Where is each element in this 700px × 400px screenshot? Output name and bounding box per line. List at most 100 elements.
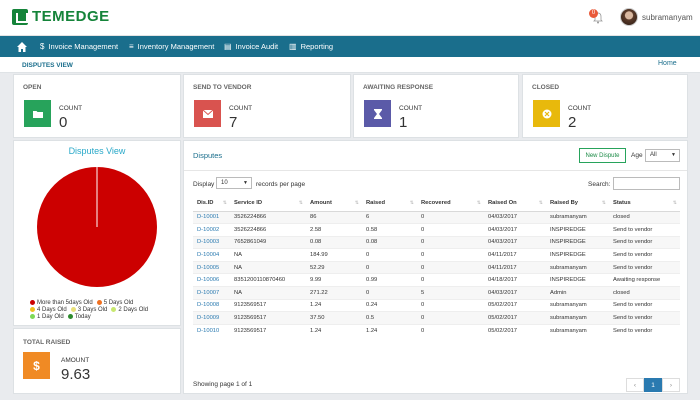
table-cell: 05/02/2017 bbox=[484, 298, 546, 312]
table-cell: 0 bbox=[417, 311, 484, 325]
table-cell: Send to vendor bbox=[609, 235, 680, 249]
legend-item[interactable]: Today bbox=[67, 314, 91, 320]
column-header[interactable]: Recovered ⇅ bbox=[417, 195, 484, 212]
table-cell: 04/03/2017 bbox=[484, 235, 546, 249]
stat-title: SEND TO VENDOR bbox=[193, 84, 252, 91]
table-cell: subramanyam bbox=[546, 323, 609, 337]
user-name[interactable]: subramanyam bbox=[642, 13, 693, 22]
sort-icon: ⇅ bbox=[538, 200, 543, 206]
home-icon[interactable] bbox=[16, 40, 28, 52]
table-cell: 0 bbox=[362, 286, 417, 300]
page-1-button[interactable]: 1 bbox=[644, 378, 662, 392]
table-cell: 7652861049 bbox=[230, 235, 306, 249]
table-cell: INSPIREDGE bbox=[546, 223, 609, 237]
nav-inventory-management[interactable]: ≡ Inventory Management bbox=[129, 42, 214, 51]
avatar[interactable] bbox=[620, 8, 638, 26]
column-header[interactable]: Raised On ⇅ bbox=[484, 195, 546, 212]
column-header-label: Raised On bbox=[488, 199, 517, 206]
legend-swatch bbox=[96, 300, 102, 305]
sort-icon: ⇅ bbox=[354, 200, 359, 206]
new-dispute-button[interactable]: New Dispute bbox=[579, 148, 626, 163]
table-cell: 0 bbox=[417, 260, 484, 274]
legend-item[interactable]: 1 Day Old bbox=[30, 314, 64, 320]
table-row: D-10004 NA 184.99 0 0 04/11/2017 INSPIREDGE Sen… bbox=[193, 248, 680, 262]
age-select[interactable]: All ▼ bbox=[645, 149, 680, 162]
column-header-label: Recovered bbox=[421, 199, 451, 206]
table-cell: 9123569517 bbox=[230, 323, 306, 337]
legend-item[interactable]: 2 Days Old bbox=[111, 307, 148, 313]
column-header[interactable]: Dis.ID ⇅ bbox=[193, 195, 230, 212]
table-cell: 37.50 bbox=[306, 311, 362, 325]
legend-item[interactable]: 3 Days Old bbox=[70, 306, 108, 313]
table-cell: 04/11/2017 bbox=[484, 248, 546, 262]
dispute-id-link[interactable]: D-10008 bbox=[193, 298, 230, 312]
dispute-id-link[interactable]: D-10001 bbox=[193, 210, 230, 224]
table-cell: 04/03/2017 bbox=[484, 286, 546, 300]
table-cell: 0.08 bbox=[362, 235, 417, 249]
table-cell: Send to vendor bbox=[609, 248, 680, 262]
page-title: DISPUTES VIEW bbox=[22, 62, 73, 69]
legend-item[interactable]: 4 Days Old bbox=[30, 307, 67, 313]
table-cell: 0.24 bbox=[362, 298, 417, 312]
next-page-button[interactable]: › bbox=[662, 378, 680, 392]
legend-swatch bbox=[30, 314, 35, 319]
table-cell: NA bbox=[230, 286, 306, 300]
legend-item[interactable]: 5 Days Old bbox=[96, 300, 133, 306]
home-link[interactable]: Home bbox=[658, 60, 677, 67]
pagination: ‹ 1 › bbox=[626, 378, 680, 392]
table-cell: Send to vendor bbox=[609, 323, 680, 337]
table-cell: Send to vendor bbox=[609, 223, 680, 237]
column-header[interactable]: Service ID ⇅ bbox=[230, 195, 306, 212]
nav-invoice-management[interactable]: $ Invoice Management bbox=[40, 42, 118, 51]
table-cell: 9123569517 bbox=[230, 311, 306, 325]
folder-icon bbox=[24, 100, 51, 127]
stat-label: COUNT bbox=[59, 105, 83, 112]
column-header[interactable]: Raised ⇅ bbox=[362, 195, 417, 212]
chevron-down-icon: ▼ bbox=[243, 180, 248, 186]
table-cell: closed bbox=[609, 286, 680, 300]
nav-reporting[interactable]: ▥ Reporting bbox=[289, 42, 333, 51]
dispute-id-link[interactable]: D-10007 bbox=[193, 286, 230, 300]
table-cell: 0.99 bbox=[362, 273, 417, 287]
table-row: D-10001 3526224866 86 6 0 04/03/2017 subramany… bbox=[193, 210, 680, 224]
brand-logo[interactable]: TEMEDGE bbox=[12, 8, 110, 25]
dispute-id-link[interactable]: D-10003 bbox=[193, 235, 230, 249]
table-cell: 04/03/2017 bbox=[484, 223, 546, 237]
dispute-id-link[interactable]: D-10009 bbox=[193, 311, 230, 325]
stat-label: COUNT bbox=[399, 105, 423, 112]
sort-icon: ⇅ bbox=[222, 200, 227, 206]
table-cell: 52.29 bbox=[306, 260, 362, 274]
dispute-id-link[interactable]: D-10002 bbox=[193, 223, 230, 237]
column-header[interactable]: Amount ⇅ bbox=[306, 195, 362, 212]
table-cell: INSPIREDGE bbox=[546, 273, 609, 287]
column-header[interactable]: Status ⇅ bbox=[609, 195, 680, 212]
legend-label: 3 Days Old bbox=[77, 306, 108, 313]
search-input[interactable] bbox=[613, 177, 680, 190]
previous-page-button[interactable]: ‹ bbox=[626, 378, 644, 392]
table-cell: Send to vendor bbox=[609, 311, 680, 325]
brand-mark-icon bbox=[12, 8, 28, 25]
legend-label: 1 Day Old bbox=[37, 313, 64, 320]
envelope-icon bbox=[194, 100, 221, 127]
nav-invoice-audit[interactable]: ▤ Invoice Audit bbox=[224, 42, 278, 51]
table-row: D-10005 NA 52.29 0 0 04/11/2017 subramanyam Sen… bbox=[193, 260, 680, 274]
stat-value: 7 bbox=[229, 114, 238, 131]
dispute-id-link[interactable]: D-10004 bbox=[193, 248, 230, 262]
page-length-select[interactable]: 10 ▼ bbox=[216, 177, 252, 189]
search-label: Search: bbox=[588, 181, 611, 188]
dispute-id-link[interactable]: D-10006 bbox=[193, 273, 230, 287]
total-raised-title: TOTAL RAISED bbox=[23, 339, 71, 346]
table-row: D-10009 9123569517 37.50 0.5 0 05/02/2017 subr… bbox=[193, 311, 680, 325]
column-header[interactable]: Raised By ⇅ bbox=[546, 195, 609, 212]
nav-label: Invoice Audit bbox=[235, 42, 279, 51]
table-cell: 9123569517 bbox=[230, 298, 306, 312]
dollar-icon: $ bbox=[40, 42, 45, 51]
stat-card-awaiting-response: AWAITING RESPONSE COUNT 1 bbox=[353, 74, 519, 138]
pagination-info: Showing page 1 of 1 bbox=[193, 381, 253, 388]
dispute-id-link[interactable]: D-10005 bbox=[193, 260, 230, 274]
dispute-id-link[interactable]: D-10010 bbox=[193, 323, 230, 337]
table-cell: 05/02/2017 bbox=[484, 311, 546, 325]
table-header-row: Dis.ID ⇅ Service ID ⇅ Amount ⇅ Raised ⇅ Reco… bbox=[193, 195, 680, 212]
legend-swatch bbox=[30, 300, 35, 305]
legend-item[interactable]: More than 5days Old bbox=[30, 300, 93, 306]
